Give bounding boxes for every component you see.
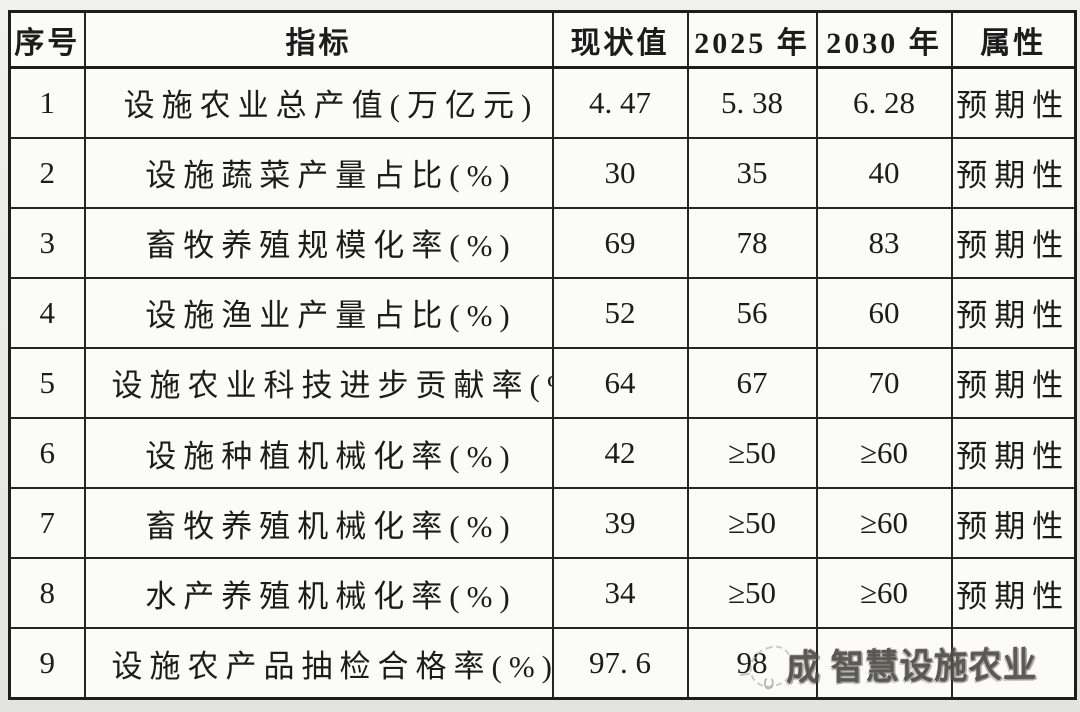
col-header-indicator: 指标 (83, 10, 554, 69)
table-row: 4 设施渔业产量占比(%) 52 56 60 预期性 (8, 276, 1077, 349)
cell-2025: 78 (686, 206, 818, 279)
cell-2030: 40 (815, 136, 953, 209)
header-row: 序号 指标 现状值 2025 年 2030 年 属性 (8, 10, 1077, 69)
cell-2030: ≥60 (815, 417, 953, 490)
cell-indicator: 设施蔬菜产量占比(%) (83, 136, 554, 209)
table-row: 8 水产养殖机械化率(%) 34 ≥50 ≥60 预期性 (8, 557, 1077, 630)
cell-current: 97. 6 (551, 627, 689, 700)
cell-2025: ≥50 (686, 557, 818, 630)
cell-indicator: 畜牧养殖机械化率(%) (83, 487, 554, 560)
col-header-attr: 属性 (950, 10, 1077, 69)
cell-attr: 预期性 (950, 346, 1077, 420)
cell-attr: 预期性 (950, 487, 1077, 560)
cell-2030: 70 (815, 346, 953, 420)
cell-indicator: 设施农业总产值(万亿元) (83, 66, 554, 139)
cell-current: 52 (551, 276, 689, 349)
cell-current: 39 (551, 487, 689, 560)
cell-no: 6 (8, 417, 86, 490)
cell-attr: 预期性 (950, 276, 1077, 349)
cell-current: 42 (551, 417, 689, 490)
indicators-table: 序号 指标 现状值 2025 年 2030 年 属性 1 设施农业总产值(万亿元… (8, 10, 1077, 700)
cell-current: 4. 47 (551, 66, 689, 139)
cell-current: 69 (551, 206, 689, 279)
cell-indicator: 畜牧养殖规模化率(%) (83, 206, 554, 279)
table-row: 3 畜牧养殖规模化率(%) 69 78 83 预期性 (8, 206, 1077, 279)
cell-2025: 35 (686, 136, 818, 209)
col-header-no: 序号 (8, 10, 86, 69)
cell-no: 4 (8, 276, 86, 349)
cell-2030: 6. 28 (815, 66, 953, 139)
col-header-2030: 2030 年 (815, 10, 953, 69)
cell-attr: 预期性 (950, 66, 1077, 139)
cell-attr: 预期性 (950, 417, 1077, 490)
table-row: 6 设施种植机械化率(%) 42 ≥50 ≥60 预期性 (8, 417, 1077, 490)
cell-current: 34 (551, 557, 689, 630)
cell-no: 2 (8, 136, 86, 209)
table-row: 5 设施农业科技进步贡献率(%) 64 67 70 预期性 (8, 346, 1077, 420)
table-row: 9 设施农产品抽检合格率(%) 97. 6 98 (8, 627, 1077, 700)
cell-no: 5 (8, 346, 86, 420)
table-row: 7 畜牧养殖机械化率(%) 39 ≥50 ≥60 预期性 (8, 487, 1077, 560)
cell-no: 8 (8, 557, 86, 630)
table-row: 1 设施农业总产值(万亿元) 4. 47 5. 38 6. 28 预期性 (8, 66, 1077, 139)
cell-indicator: 设施农业科技进步贡献率(%) (83, 346, 554, 420)
cell-current: 64 (551, 346, 689, 420)
cell-2025: 67 (686, 346, 818, 420)
col-header-2025: 2025 年 (686, 10, 818, 69)
cell-indicator: 设施种植机械化率(%) (83, 417, 554, 490)
cell-2025: ≥50 (686, 487, 818, 560)
cell-no: 3 (8, 206, 86, 279)
cell-2025: 56 (686, 276, 818, 349)
cell-2030: 60 (815, 276, 953, 349)
cell-indicator: 设施农产品抽检合格率(%) (83, 627, 554, 700)
cell-indicator: 设施渔业产量占比(%) (83, 276, 554, 349)
cell-attr: 预期性 (950, 557, 1077, 630)
cell-2030: 83 (815, 206, 953, 279)
cell-2030: ≥60 (815, 487, 953, 560)
cell-attr: 预期性 (950, 206, 1077, 279)
cell-no: 1 (8, 66, 86, 139)
cell-2030 (815, 627, 953, 700)
cell-indicator: 水产养殖机械化率(%) (83, 557, 554, 630)
cell-2030: ≥60 (815, 557, 953, 630)
cell-2025: ≥50 (686, 417, 818, 490)
cell-2025: 5. 38 (686, 66, 818, 139)
cell-no: 7 (8, 487, 86, 560)
col-header-current: 现状值 (551, 10, 689, 69)
table-row: 2 设施蔬菜产量占比(%) 30 35 40 预期性 (8, 136, 1077, 209)
cell-current: 30 (551, 136, 689, 209)
cell-2025: 98 (686, 627, 818, 700)
cell-no: 9 (8, 627, 86, 700)
cell-attr (950, 627, 1077, 700)
cell-attr: 预期性 (950, 136, 1077, 209)
